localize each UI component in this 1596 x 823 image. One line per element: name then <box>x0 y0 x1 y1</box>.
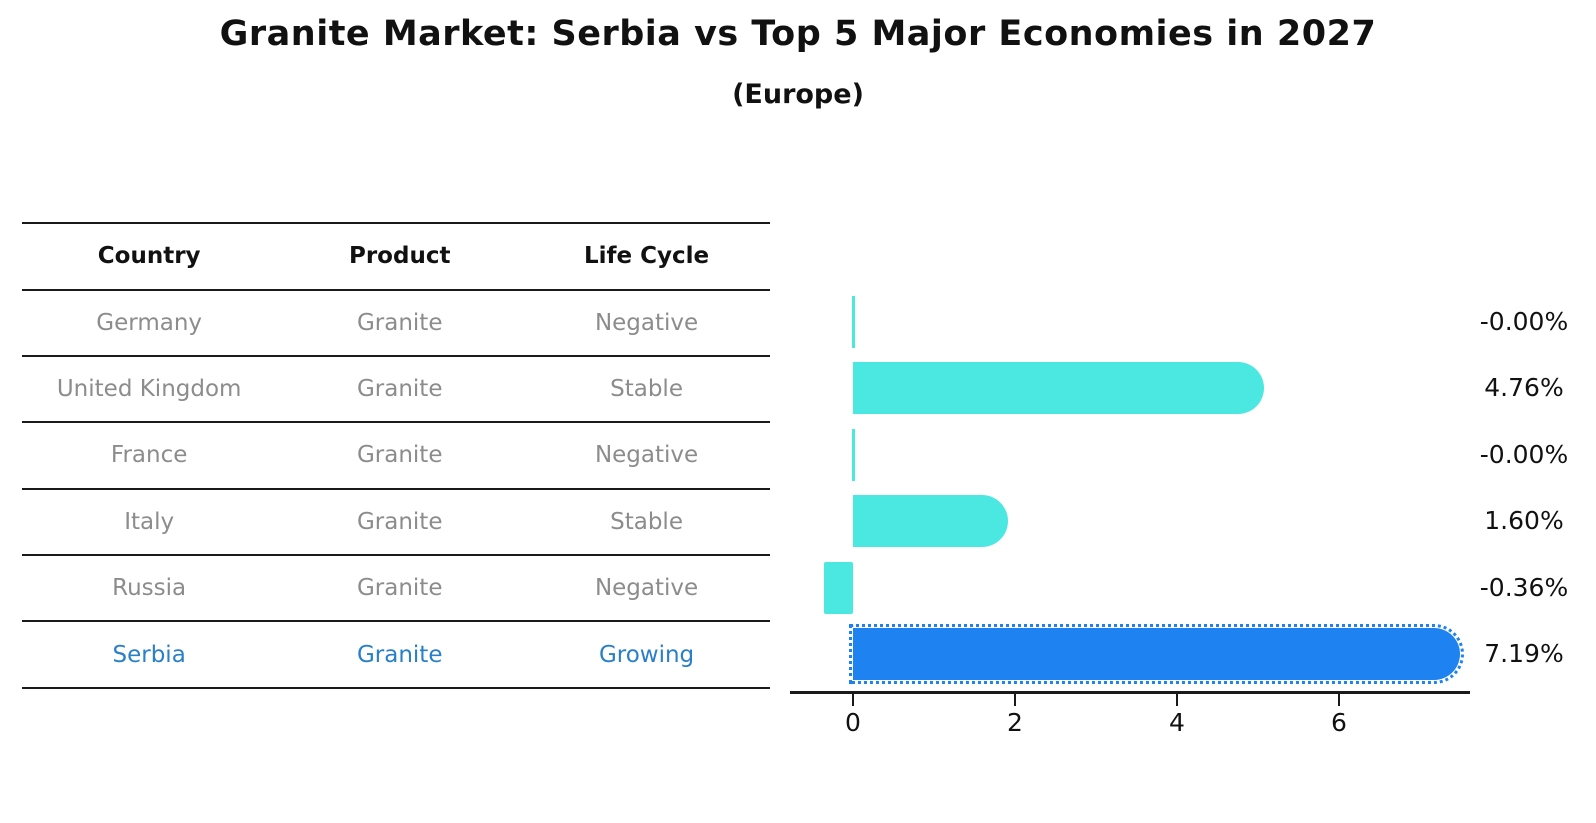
cell-life-cycle: Negative <box>594 575 699 602</box>
cell-product: Granite <box>356 575 443 602</box>
bar-united-kingdom <box>853 362 1264 415</box>
tick-mark <box>852 694 854 706</box>
tick-mark <box>1014 694 1016 706</box>
table-row: Germany Granite Negative <box>22 291 770 357</box>
value-label: 7.19% <box>1484 639 1564 668</box>
table-row: France Granite Negative <box>22 423 770 490</box>
cell-life-cycle: Stable <box>610 376 683 403</box>
table-row: Italy Granite Stable <box>22 490 770 557</box>
data-table: Country Product Life Cycle Germany Granit… <box>22 222 770 689</box>
cell-life-cycle: Growing <box>598 641 695 668</box>
tick-label: 4 <box>1169 708 1185 737</box>
table-header-row: Country Product Life Cycle <box>22 224 770 291</box>
chart-subtitle: (Europe) <box>732 79 864 110</box>
bar-france <box>852 428 855 481</box>
cell-country: Germany <box>96 309 203 336</box>
tick-label: 0 <box>845 708 861 737</box>
cell-product: Granite <box>356 376 443 403</box>
cell-life-cycle: Negative <box>594 309 699 336</box>
value-label: 4.76% <box>1484 373 1564 403</box>
cell-country: Italy <box>124 508 175 535</box>
column-header-country: Country <box>97 243 201 270</box>
x-axis <box>790 691 1470 694</box>
cell-country: France <box>110 442 188 469</box>
bar-russia <box>823 561 853 614</box>
cell-product: Granite <box>356 442 443 469</box>
table-row: United Kingdom Granite Stable <box>22 357 770 424</box>
bar-germany <box>852 296 855 348</box>
table-body: Germany Granite Negative United Kingdom Gran… <box>22 291 770 689</box>
cell-country: Serbia <box>112 641 186 668</box>
cell-product: Granite <box>356 309 443 336</box>
tick-mark <box>1176 694 1178 706</box>
tick-label: 6 <box>1331 708 1347 737</box>
table-row: Serbia Granite Growing <box>22 622 770 689</box>
cell-product: Granite <box>356 508 443 535</box>
cell-life-cycle: Stable <box>610 508 683 535</box>
value-label: 1.60% <box>1484 506 1564 536</box>
value-label: -0.00% <box>1479 307 1569 336</box>
bar-italy <box>853 495 1008 548</box>
chart-title: Granite Market: Serbia vs Top 5 Major Ec… <box>219 14 1377 54</box>
tick-label: 2 <box>1007 708 1023 737</box>
cell-life-cycle: Negative <box>594 442 699 469</box>
column-header-life-cycle: Life Cycle <box>583 243 710 270</box>
value-label: -0.00% <box>1479 439 1569 469</box>
cell-country: United Kingdom <box>56 376 242 403</box>
column-header-product: Product <box>348 243 451 270</box>
tick-mark <box>1338 694 1340 706</box>
bar-serbia <box>848 624 1465 684</box>
cell-country: Russia <box>112 575 187 602</box>
value-label: -0.36% <box>1479 572 1569 602</box>
table-row: Russia Granite Negative <box>22 556 770 623</box>
cell-product: Granite <box>356 641 443 668</box>
